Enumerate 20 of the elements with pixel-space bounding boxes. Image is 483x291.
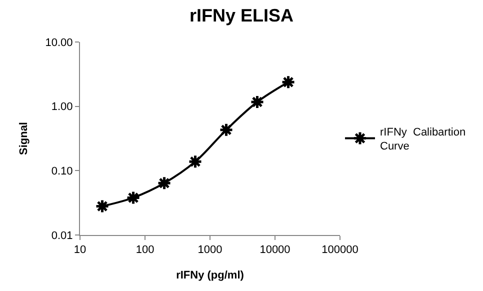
- point: [126, 190, 141, 205]
- legend-label: rIFNy Calibartion Curve: [380, 126, 466, 153]
- y-tick-label: 10.00: [45, 36, 73, 49]
- point: [188, 154, 202, 169]
- point: [250, 94, 264, 110]
- x-tick-label: 100000: [322, 244, 358, 256]
- point: [95, 198, 110, 214]
- point: [219, 122, 234, 138]
- y-tick-label: 0.01: [51, 230, 73, 242]
- chart-title: rIFNy ELISA: [189, 5, 294, 26]
- x-tick-label: 100: [136, 244, 154, 256]
- y-tick-label: 1.00: [51, 101, 73, 114]
- x-axis-title: rIFNy (pg/ml): [176, 269, 244, 282]
- y-axis-title: Signal: [18, 122, 30, 156]
- point: [281, 74, 296, 90]
- point: [157, 176, 172, 190]
- x-tick-label: 1000: [198, 244, 222, 256]
- y-tick-label: 0.10: [51, 166, 73, 178]
- x-tick-label: 10000: [260, 244, 290, 256]
- x-tick-label: 10: [74, 244, 86, 256]
